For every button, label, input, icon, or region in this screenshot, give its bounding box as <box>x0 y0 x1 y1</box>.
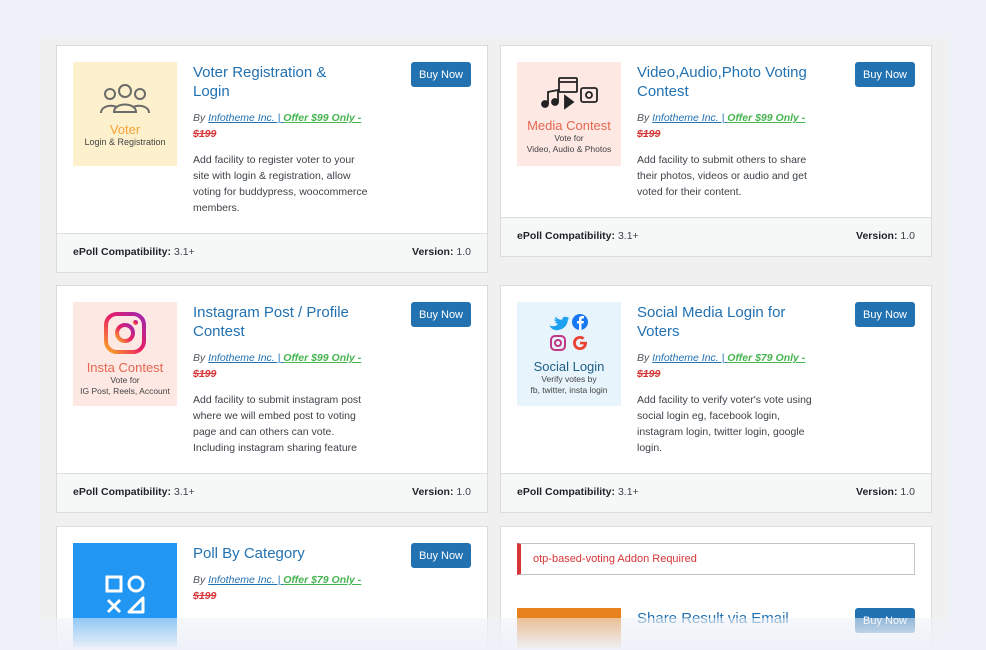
vendor-link[interactable]: Infotheme Inc. | <box>652 352 728 364</box>
google-icon <box>573 335 587 350</box>
old-price: $199 <box>193 590 217 602</box>
category-shapes-icon <box>105 575 145 614</box>
buy-now-button[interactable]: Buy Now <box>411 543 471 568</box>
users-icon <box>100 83 150 113</box>
addon-author: By Infotheme Inc. | Offer $99 Only - $19… <box>637 112 806 140</box>
addon-description: Add facility to submit others to share t… <box>637 154 807 198</box>
thumbnail-subtitle: Login & Registration <box>84 136 166 147</box>
vendor-link[interactable]: Infotheme Inc. | <box>208 574 284 586</box>
card-footer: ePoll Compatibility: 3.1+ Version: 1.0 <box>501 473 931 512</box>
instagram-icon <box>104 311 146 354</box>
addon-author: By Infotheme Inc. | Offer $99 Only - $19… <box>193 112 362 140</box>
addon-card-social-login: Social Login Verify votes by fb, twitter… <box>500 285 932 513</box>
offer-link[interactable]: Offer $99 Only - <box>283 112 362 124</box>
version-value: 1.0 <box>900 486 915 498</box>
addon-card-media-contest: Media Contest Vote for Video, Audio & Ph… <box>500 45 932 257</box>
thumbnail-title: Insta Contest <box>86 359 164 375</box>
compat-value: 3.1+ <box>173 246 195 258</box>
addon-author: By Infotheme Inc. | Offer $79 Only - $19… <box>193 574 362 602</box>
addon-author: By Infotheme Inc. | Offer $99 Only - $19… <box>193 352 362 380</box>
addon-card-voter-registration: Voter Login & Registration Voter Registr… <box>56 45 488 273</box>
addon-title[interactable]: Social Media Login for Voters <box>637 304 786 340</box>
version-value: 1.0 <box>456 246 471 258</box>
social-icons <box>549 313 588 351</box>
addon-thumbnail: Media Contest Vote for Video, Audio & Ph… <box>517 62 621 166</box>
thumbnail-title: Voter <box>109 121 141 137</box>
vendor-link[interactable]: Infotheme Inc. | <box>652 112 728 124</box>
addon-thumbnail: Voter Login & Registration <box>73 62 177 166</box>
old-price: $199 <box>637 128 661 140</box>
card-footer: ePoll Compatibility: 3.1+ Version: 1.0 <box>57 473 487 512</box>
addon-thumbnail: Social Login Verify votes by fb, twitter… <box>517 302 621 406</box>
thumbnail-subtitle: Verify votes by fb, twitter, insta login <box>530 373 608 395</box>
old-price: $199 <box>193 368 217 380</box>
addon-description: Add facility to submit instagram post wh… <box>193 394 362 454</box>
instagram-small-icon <box>550 334 566 351</box>
offer-link[interactable]: Offer $79 Only - <box>283 574 362 586</box>
addon-title[interactable]: Video,Audio,Photo Voting Contest <box>637 64 807 100</box>
compat-value: 3.1+ <box>617 230 639 242</box>
version-value: 1.0 <box>900 230 915 242</box>
vendor-link[interactable]: Infotheme Inc. | <box>208 112 284 124</box>
offer-link[interactable]: Offer $99 Only - <box>727 112 806 124</box>
old-price: $199 <box>637 368 661 380</box>
addon-required-notice: otp-based-voting Addon Required <box>517 543 915 575</box>
thumbnail-subtitle: Vote for Video, Audio & Photos <box>526 132 612 154</box>
compat-value: 3.1+ <box>173 486 195 498</box>
buy-now-button[interactable]: Buy Now <box>411 302 471 327</box>
addon-title[interactable]: Poll By Category <box>193 545 305 562</box>
addon-author: By Infotheme Inc. | Offer $79 Only - $19… <box>637 352 806 380</box>
twitter-icon <box>549 316 570 330</box>
addon-thumbnail: Insta Contest Vote for IG Post, Reels, A… <box>73 302 177 406</box>
buy-now-button[interactable]: Buy Now <box>411 62 471 87</box>
offer-link[interactable]: Offer $79 Only - <box>727 352 806 364</box>
buy-now-button[interactable]: Buy Now <box>855 62 915 87</box>
offer-link[interactable]: Offer $99 Only - <box>283 352 362 364</box>
thumbnail-title: Media Contest <box>527 117 611 133</box>
addon-title[interactable]: Voter Registration & Login <box>193 64 327 100</box>
vendor-link[interactable]: Infotheme Inc. | <box>208 352 284 364</box>
addon-title[interactable]: Instagram Post / Profile Contest <box>193 304 349 340</box>
version-value: 1.0 <box>456 486 471 498</box>
card-footer: ePoll Compatibility: 3.1+ Version: 1.0 <box>57 233 487 272</box>
bottom-fade <box>0 618 986 650</box>
addon-description: Add facility to verify voter's vote usin… <box>637 394 812 454</box>
compat-value: 3.1+ <box>617 486 639 498</box>
addon-card-insta-contest: Insta Contest Vote for IG Post, Reels, A… <box>56 285 488 513</box>
thumbnail-subtitle: Vote for IG Post, Reels, Account <box>80 374 170 396</box>
thumbnail-title: Social Login <box>533 358 605 374</box>
card-footer: ePoll Compatibility: 3.1+ Version: 1.0 <box>501 217 931 256</box>
media-icon <box>541 76 598 110</box>
addons-grid: Voter Login & Registration Voter Registr… <box>40 38 948 650</box>
addon-description: Add facility to register voter to your s… <box>193 154 368 214</box>
buy-now-button[interactable]: Buy Now <box>855 302 915 327</box>
old-price: $199 <box>193 128 217 140</box>
